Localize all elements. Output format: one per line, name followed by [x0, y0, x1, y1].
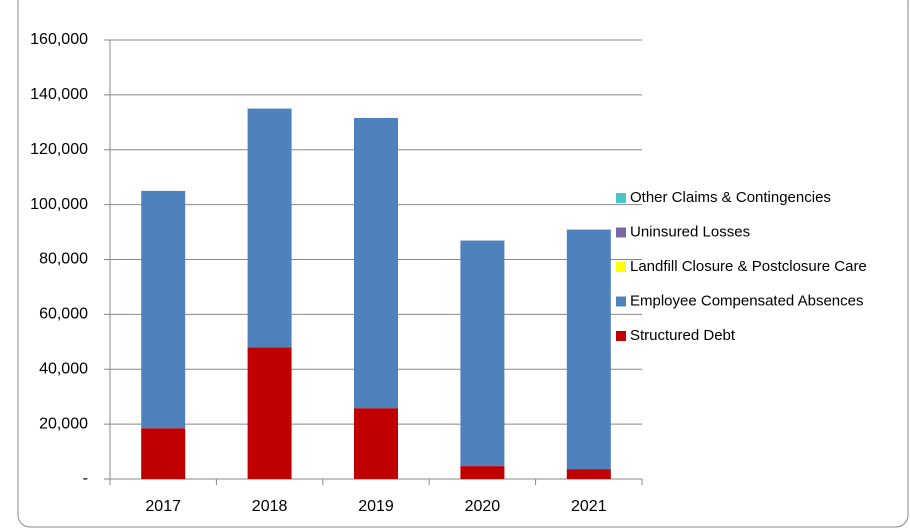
y-tick-label: 140,000	[30, 86, 88, 103]
legend-swatch	[616, 193, 626, 203]
bar-segment	[141, 428, 186, 479]
x-tick-label: 2017	[145, 498, 181, 515]
x-tick-label: 2020	[465, 498, 501, 515]
legend-label: Other Claims & Contingencies	[630, 189, 831, 206]
legend-swatch	[616, 331, 626, 341]
y-tick-label: -	[83, 470, 88, 487]
legend-label: Structured Debt	[630, 327, 736, 344]
bar-segment	[354, 117, 398, 409]
legend-swatch	[616, 227, 626, 238]
x-tick-label: 2021	[571, 498, 607, 515]
bar-segment	[566, 229, 611, 470]
y-tick-label: 20,000	[39, 415, 88, 432]
legend-swatch	[616, 296, 626, 307]
legend-label: Uninsured Losses	[630, 223, 750, 240]
x-tick-label: 2019	[358, 498, 394, 515]
legend-label: Landfill Closure & Postclosure Care	[630, 258, 867, 275]
y-tick-label: 160,000	[30, 31, 88, 48]
bar-segment	[247, 347, 292, 479]
bar-segment	[460, 466, 505, 479]
y-tick-label: 40,000	[39, 360, 88, 377]
x-tick-label: 2018	[252, 498, 288, 515]
bar-segment	[460, 240, 505, 467]
legend-swatch	[616, 262, 626, 272]
legend-label: Employee Compensated Absences	[630, 292, 863, 309]
bar-segment	[354, 408, 398, 479]
y-tick-label: 60,000	[39, 306, 88, 323]
y-tick-label: 120,000	[30, 141, 88, 158]
y-tick-label: 100,000	[30, 196, 88, 213]
y-tick-label: 80,000	[39, 251, 88, 268]
bar-segment	[566, 469, 611, 479]
bar-segment	[247, 108, 292, 348]
bar-segment	[141, 190, 186, 429]
